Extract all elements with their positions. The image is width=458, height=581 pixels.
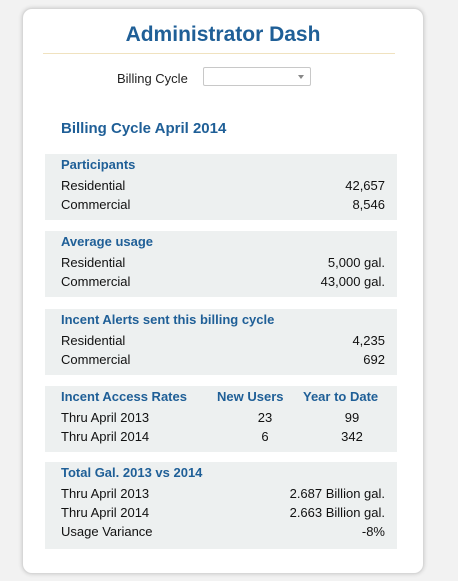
billing-cycle-select[interactable] (203, 67, 311, 86)
row-label: Commercial (61, 274, 131, 289)
row-label: Usage Variance (61, 524, 153, 539)
col-header-new-users: New Users (217, 389, 284, 404)
participants-panel: Participants Residential 42,657 Commerci… (45, 154, 397, 220)
table-row: Commercial 692 (61, 352, 385, 370)
alerts-panel: Incent Alerts sent this billing cycle Re… (45, 309, 397, 375)
row-value: 8,546 (352, 197, 385, 212)
row-value: 4,235 (352, 333, 385, 348)
table-row: Residential 42,657 (61, 178, 385, 196)
table-row: Residential 5,000 gal. (61, 255, 385, 273)
row-value: 43,000 gal. (320, 274, 385, 289)
row-value: 5,000 gal. (327, 255, 385, 270)
row-label: Residential (61, 255, 126, 270)
table-row: Commercial 8,546 (61, 197, 385, 215)
table-row: Thru April 2013 2.687 Billion gal. (61, 486, 385, 504)
row-value: 2.687 Billion gal. (289, 486, 385, 501)
row-label: Thru April 2013 (61, 486, 150, 501)
row-label: Commercial (61, 197, 131, 212)
table-row: Usage Variance -8% (61, 524, 385, 542)
billing-cycle-row: Billing Cycle (117, 67, 367, 89)
col-header-year-to-date: Year to Date (303, 389, 379, 404)
table-row: Thru April 2014 6 342 (61, 429, 385, 447)
table-row: Thru April 2013 23 99 (61, 410, 385, 428)
row-label: Thru April 2014 (61, 429, 150, 444)
row-label: Commercial (61, 352, 131, 367)
row-label: Residential (61, 333, 126, 348)
access-rates-panel: Incent Access Rates New Users Year to Da… (45, 386, 397, 452)
alerts-title: Incent Alerts sent this billing cycle (61, 312, 275, 327)
row-label: Thru April 2014 (61, 505, 150, 520)
section-title: Billing Cycle April 2014 (61, 120, 227, 137)
average-usage-title: Average usage (61, 234, 154, 249)
row-value: 42,657 (345, 178, 385, 193)
billing-cycle-label: Billing Cycle (117, 71, 188, 86)
table-row: Commercial 43,000 gal. (61, 274, 385, 292)
year-to-date-value: 342 (341, 429, 363, 444)
year-to-date-value: 99 (344, 410, 360, 425)
participants-title: Participants (61, 157, 136, 172)
table-row: Residential 4,235 (61, 333, 385, 351)
average-usage-panel: Average usage Residential 5,000 gal. Com… (45, 231, 397, 297)
table-row: Thru April 2014 2.663 Billion gal. (61, 505, 385, 523)
row-label: Residential (61, 178, 126, 193)
row-value: 692 (363, 352, 385, 367)
row-label: Thru April 2013 (61, 410, 150, 425)
chevron-down-icon (298, 75, 304, 79)
dashboard-card: Administrator Dash Billing Cycle Billing… (22, 8, 424, 574)
title-divider (43, 53, 395, 54)
new-users-value: 6 (261, 429, 269, 444)
row-value: -8% (361, 524, 385, 539)
access-rates-title: Incent Access Rates (61, 389, 187, 404)
page-title: Administrator Dash (125, 23, 321, 46)
row-value: 2.663 Billion gal. (289, 505, 385, 520)
total-gallons-title: Total Gal. 2013 vs 2014 (61, 465, 203, 480)
new-users-value: 23 (257, 410, 273, 425)
total-gallons-panel: Total Gal. 2013 vs 2014 Thru April 2013 … (45, 462, 397, 549)
